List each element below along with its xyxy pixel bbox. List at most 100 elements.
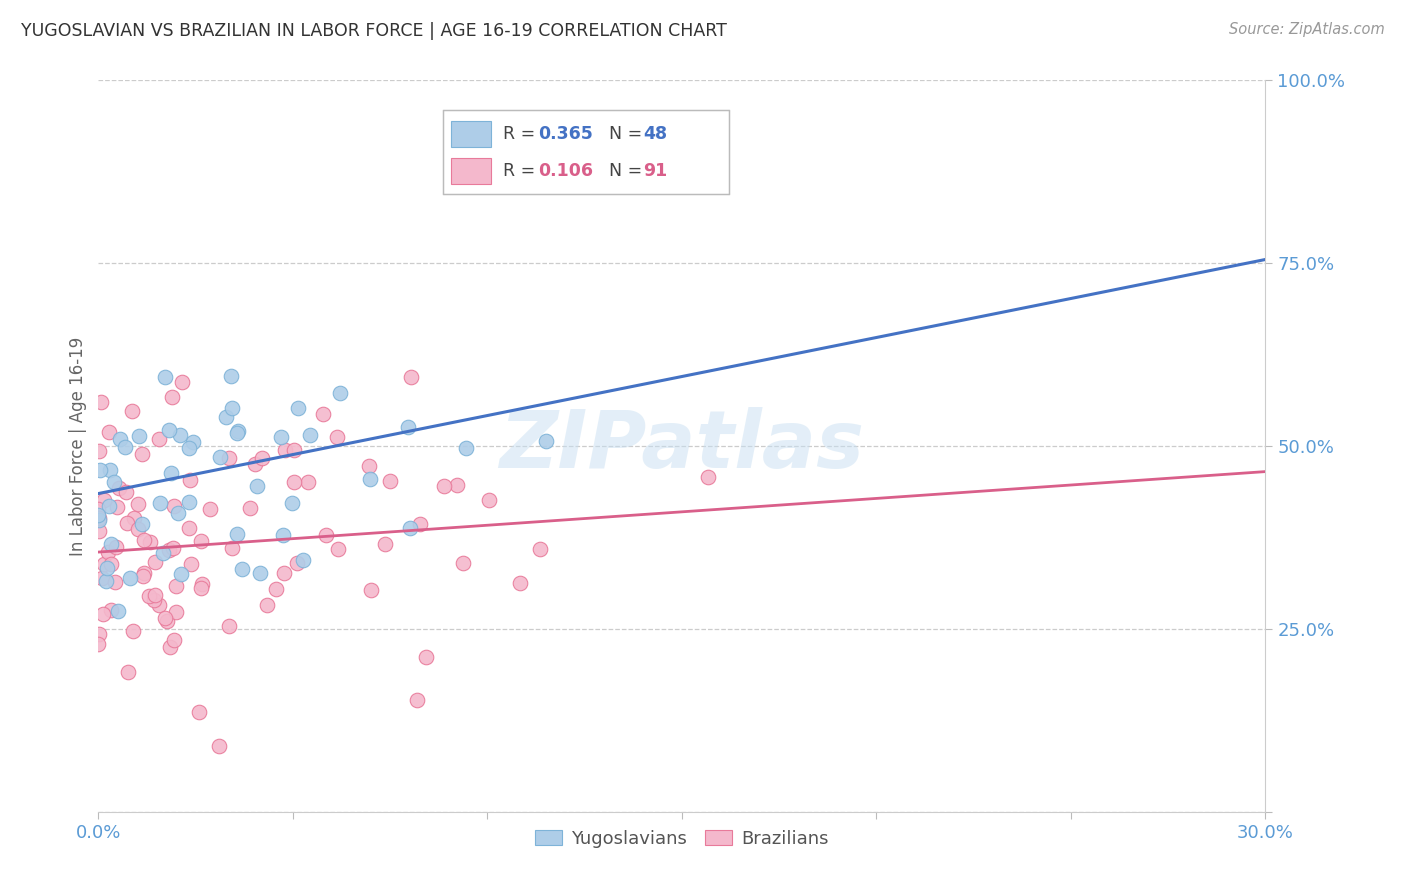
Point xyxy=(143,555,166,569)
Point xyxy=(329,386,352,401)
Point xyxy=(170,566,193,581)
Point xyxy=(256,599,278,613)
Point xyxy=(107,604,129,618)
Point xyxy=(165,579,187,593)
Point xyxy=(114,440,136,454)
Point xyxy=(97,545,120,559)
Point xyxy=(105,500,128,514)
Point xyxy=(127,522,149,536)
Point xyxy=(100,603,122,617)
Point xyxy=(98,425,121,440)
Text: YUGOSLAVIAN VS BRAZILIAN IN LABOR FORCE | AGE 16-19 CORRELATION CHART: YUGOSLAVIAN VS BRAZILIAN IN LABOR FORCE … xyxy=(21,22,727,40)
Point xyxy=(153,370,176,384)
Point xyxy=(270,430,292,444)
Point xyxy=(360,582,382,597)
Point xyxy=(87,510,110,524)
Point xyxy=(91,607,114,622)
Text: Source: ZipAtlas.com: Source: ZipAtlas.com xyxy=(1229,22,1385,37)
Point xyxy=(157,543,180,558)
Point xyxy=(90,571,112,585)
Legend: Yugoslavians, Brazilians: Yugoslavians, Brazilians xyxy=(527,823,837,855)
Point xyxy=(243,457,266,471)
Point xyxy=(297,475,319,489)
Point xyxy=(132,569,155,583)
Point xyxy=(121,404,143,418)
Point xyxy=(218,619,240,633)
Point xyxy=(115,485,138,500)
Point xyxy=(100,463,122,477)
Point xyxy=(127,497,149,511)
Point xyxy=(169,428,191,442)
Point xyxy=(274,442,297,457)
Point xyxy=(283,475,305,489)
Point xyxy=(170,375,193,389)
Point xyxy=(89,463,111,477)
Point xyxy=(177,495,200,509)
Point xyxy=(117,665,139,679)
Point xyxy=(108,481,131,495)
Point xyxy=(156,615,179,629)
Point xyxy=(249,566,271,580)
Point xyxy=(163,499,186,513)
Point xyxy=(415,649,437,664)
Point xyxy=(100,537,122,551)
Point xyxy=(190,533,212,548)
Point xyxy=(378,474,401,488)
Point xyxy=(87,508,110,522)
Point xyxy=(180,557,202,571)
Point xyxy=(105,541,128,555)
Point xyxy=(696,470,718,484)
Point xyxy=(179,521,201,535)
Point xyxy=(226,425,249,440)
Point xyxy=(405,693,427,707)
Point xyxy=(280,496,302,510)
Point xyxy=(231,562,253,576)
Point xyxy=(409,517,432,532)
Point xyxy=(153,611,176,625)
Point xyxy=(165,605,187,619)
Point xyxy=(157,423,180,437)
Point xyxy=(315,528,337,542)
Point xyxy=(264,582,287,597)
Point xyxy=(139,535,162,549)
Point xyxy=(399,521,422,535)
Point xyxy=(117,516,139,531)
Point xyxy=(359,459,381,474)
Point xyxy=(152,546,174,560)
Point xyxy=(399,369,422,384)
Point xyxy=(90,395,112,409)
Point xyxy=(446,478,468,492)
Point xyxy=(97,499,120,513)
Point xyxy=(166,506,188,520)
Point xyxy=(104,575,127,590)
Point xyxy=(87,637,110,651)
Point xyxy=(122,510,145,524)
Point xyxy=(208,450,231,464)
Point xyxy=(287,401,309,415)
Point xyxy=(283,442,305,457)
Point xyxy=(121,624,143,639)
Point xyxy=(432,478,454,492)
Point xyxy=(374,537,396,551)
Point xyxy=(103,475,125,490)
Point xyxy=(198,502,221,516)
Point xyxy=(87,444,110,458)
Point xyxy=(131,447,153,461)
Point xyxy=(148,432,170,446)
Point xyxy=(163,632,186,647)
Point xyxy=(208,739,231,754)
Point xyxy=(221,541,243,555)
Point xyxy=(138,589,160,603)
Text: ZIPatlas: ZIPatlas xyxy=(499,407,865,485)
Point xyxy=(239,500,262,515)
Point xyxy=(162,541,184,555)
Point xyxy=(312,407,335,421)
Point xyxy=(179,473,201,487)
Y-axis label: In Labor Force | Age 16-19: In Labor Force | Age 16-19 xyxy=(69,336,87,556)
Point xyxy=(128,429,150,443)
Point xyxy=(183,434,205,449)
Point xyxy=(96,574,118,588)
Point xyxy=(118,571,141,585)
Point xyxy=(110,432,132,446)
Point xyxy=(214,409,236,424)
